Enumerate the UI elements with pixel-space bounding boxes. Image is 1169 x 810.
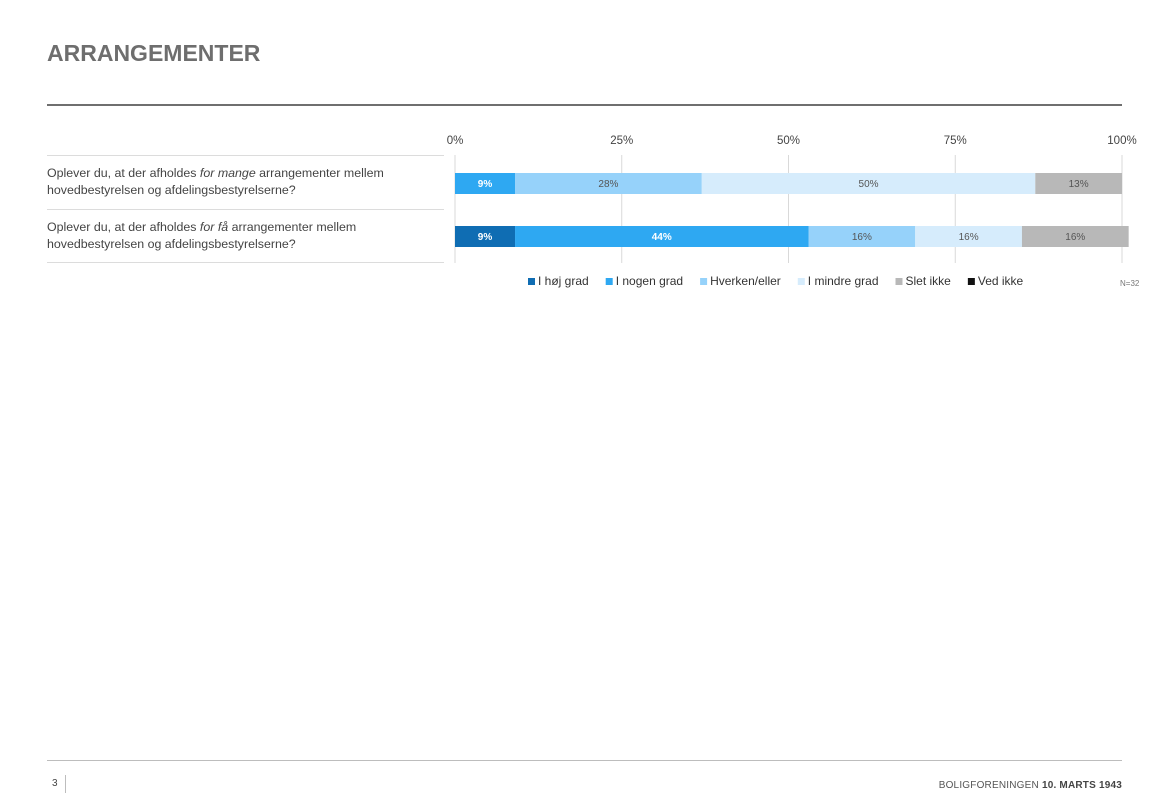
question-divider [47,155,444,156]
legend-swatch [605,278,613,285]
x-tick-label: 75% [944,135,967,147]
footer-text: BOLIGFORENINGEN 10. MARTS 1943 [939,780,1122,791]
legend-swatch [797,278,805,285]
x-tick-label: 25% [610,135,633,147]
footer-divider [47,760,1122,761]
legend-label: I høj grad [538,274,589,288]
x-tick-label: 0% [447,135,464,147]
data-label: 13% [1069,179,1089,190]
footer-date: 10. MARTS 1943 [1041,780,1122,791]
bar-segment [1021,226,1129,247]
data-label: 16% [959,232,979,243]
bar-segment [808,226,916,247]
bar-segment [515,226,809,247]
page-title: ARRANGEMENTER [47,40,261,66]
bar-segment [455,173,516,194]
data-label: 9% [478,179,493,190]
page-number: 3 [52,778,58,789]
question-2-post: arrangementer mellem hovedbestyrelsen og… [47,220,357,251]
bar-segment [1035,173,1122,194]
question-1-pre: Oplever du, at der afholdes [47,166,200,180]
legend-label: I mindre grad [808,274,879,288]
bar-segment [455,226,516,247]
legend-swatch [700,278,708,285]
legend-swatch [528,278,535,285]
question-2: Oplever du, at der afholdes for få arran… [47,219,437,253]
x-tick-label: 50% [777,135,800,147]
bar-segment [515,173,702,194]
legend-swatch [895,278,903,285]
question-1-emphasis: for mange [199,166,256,180]
sample-size-note: N=32 [1120,279,1140,288]
data-label: 16% [1065,232,1085,243]
data-label: 28% [598,179,618,190]
question-2-pre: Oplever du, at der afholdes [47,220,200,234]
data-label: 9% [478,232,493,243]
page-number-separator [65,775,66,793]
data-label: 50% [859,179,879,190]
x-tick-label: 100% [1107,135,1136,147]
question-divider [47,209,444,210]
stacked-bar-chart: 0% 25% 50% 75% 100% 9% 28% 50% 13% 9% 44% 16% 16% 16%… [447,135,1137,288]
footer-org: BOLIGFORENINGEN [938,780,1039,791]
data-label: 16% [852,232,872,243]
question-1-post: arrangementer mellem hovedbestyrelsen og… [47,166,384,197]
legend-label: Slet ikke [906,274,952,288]
legend-label: Ved ikke [978,274,1024,288]
data-label: 44% [652,232,672,243]
legend-swatch [967,278,975,285]
title-divider [47,104,1122,106]
legend-label: I nogen grad [616,274,683,288]
question-divider [47,262,444,263]
question-1: Oplever du, at der afholdes for mange ar… [47,165,437,199]
legend-label: Hverken/eller [710,274,781,288]
question-2-emphasis: for få [199,220,229,234]
bar-segment [701,173,1036,194]
bar-segment [915,226,1022,247]
